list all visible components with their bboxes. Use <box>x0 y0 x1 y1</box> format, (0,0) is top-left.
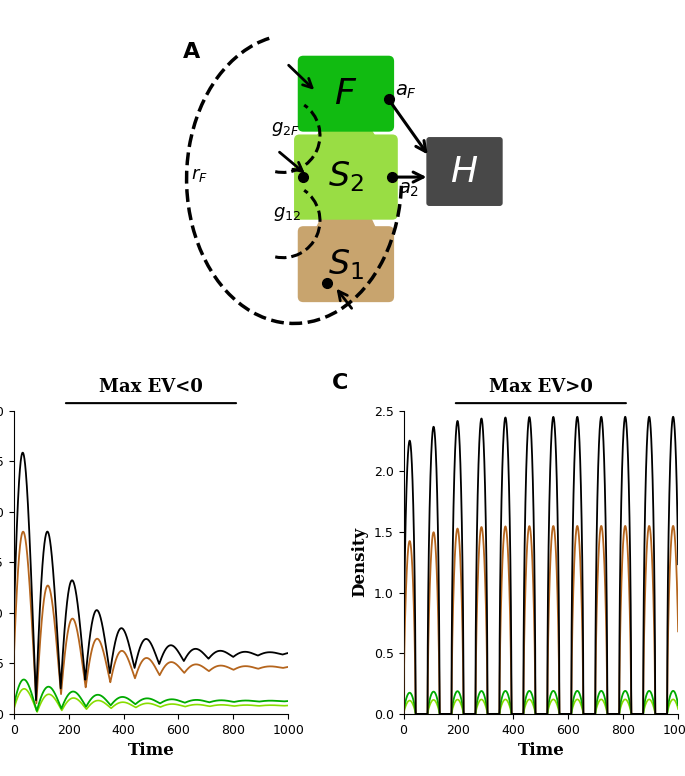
Text: Max EV>0: Max EV>0 <box>489 378 593 396</box>
Text: $g_{12}$: $g_{12}$ <box>273 205 301 223</box>
Polygon shape <box>314 215 377 231</box>
Text: Max EV<0: Max EV<0 <box>99 378 203 396</box>
Text: C: C <box>332 372 349 393</box>
Polygon shape <box>314 126 377 139</box>
FancyBboxPatch shape <box>298 226 394 302</box>
Text: $F$: $F$ <box>334 77 358 111</box>
X-axis label: Time: Time <box>127 742 175 759</box>
Text: $a_F$: $a_F$ <box>395 82 417 101</box>
Text: $S_1$: $S_1$ <box>328 247 364 282</box>
Text: $H$: $H$ <box>451 154 479 189</box>
Text: A: A <box>183 42 200 62</box>
FancyBboxPatch shape <box>298 56 394 132</box>
FancyBboxPatch shape <box>294 134 398 220</box>
Y-axis label: Density: Density <box>351 527 369 598</box>
Text: $S_2$: $S_2$ <box>328 160 364 195</box>
Text: $r_F$: $r_F$ <box>191 166 208 184</box>
X-axis label: Time: Time <box>517 742 564 759</box>
Text: $g_{2F}$: $g_{2F}$ <box>271 120 299 137</box>
Text: $a_2$: $a_2$ <box>398 181 419 199</box>
FancyBboxPatch shape <box>426 137 503 206</box>
